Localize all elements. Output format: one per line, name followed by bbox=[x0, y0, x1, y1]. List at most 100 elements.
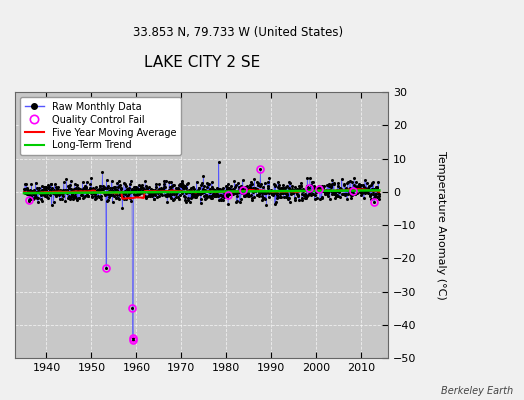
Point bbox=[316, 196, 324, 203]
Point bbox=[126, 178, 135, 184]
Point bbox=[361, 189, 369, 196]
Point bbox=[318, 193, 326, 200]
Point bbox=[26, 191, 34, 198]
Point bbox=[64, 194, 72, 201]
Point bbox=[23, 191, 31, 197]
Point bbox=[200, 193, 209, 199]
Point bbox=[76, 187, 84, 194]
Point bbox=[194, 189, 203, 196]
Point bbox=[171, 190, 180, 197]
Point bbox=[30, 187, 38, 193]
Point bbox=[219, 193, 227, 199]
Point bbox=[358, 190, 366, 196]
Point bbox=[247, 192, 256, 198]
Point bbox=[170, 196, 178, 203]
Point bbox=[276, 191, 284, 197]
Point bbox=[343, 196, 351, 202]
Point bbox=[57, 196, 66, 202]
Point bbox=[245, 184, 253, 191]
Point bbox=[248, 197, 256, 203]
Point bbox=[351, 190, 359, 197]
Point bbox=[258, 193, 266, 200]
Point bbox=[172, 194, 181, 200]
Point bbox=[115, 196, 124, 202]
Point bbox=[327, 183, 335, 189]
Point bbox=[251, 188, 259, 194]
Point bbox=[159, 188, 167, 194]
Point bbox=[241, 184, 249, 190]
Point bbox=[261, 196, 269, 202]
Point bbox=[151, 187, 159, 193]
Point bbox=[67, 194, 75, 200]
Point bbox=[132, 184, 140, 191]
Point bbox=[139, 190, 147, 196]
Point bbox=[320, 190, 329, 197]
Point bbox=[254, 191, 263, 197]
Point bbox=[209, 191, 217, 197]
Point bbox=[53, 191, 61, 198]
Point bbox=[187, 185, 195, 191]
Point bbox=[177, 182, 185, 189]
Point bbox=[248, 181, 257, 187]
Point bbox=[249, 188, 257, 195]
Point bbox=[146, 192, 154, 199]
Point bbox=[256, 165, 265, 172]
Point bbox=[40, 186, 48, 192]
Point bbox=[271, 182, 279, 189]
Point bbox=[157, 190, 165, 197]
Point bbox=[163, 191, 172, 197]
Point bbox=[31, 192, 39, 198]
Point bbox=[120, 196, 128, 202]
Point bbox=[225, 185, 233, 192]
Point bbox=[138, 182, 146, 188]
Point bbox=[147, 192, 156, 199]
Point bbox=[155, 186, 163, 192]
Point bbox=[213, 184, 222, 191]
Point bbox=[205, 186, 214, 192]
Point bbox=[275, 194, 283, 200]
Point bbox=[339, 190, 347, 197]
Point bbox=[65, 184, 73, 191]
Point bbox=[178, 190, 187, 196]
Point bbox=[95, 186, 104, 192]
Point bbox=[277, 189, 286, 196]
Point bbox=[368, 186, 376, 192]
Point bbox=[60, 188, 68, 194]
Point bbox=[288, 182, 297, 189]
Point bbox=[108, 188, 117, 194]
Point bbox=[88, 194, 96, 200]
Point bbox=[335, 188, 343, 194]
Point bbox=[134, 185, 142, 192]
Point bbox=[172, 189, 181, 195]
Point bbox=[156, 189, 164, 195]
Point bbox=[40, 184, 48, 190]
Point bbox=[161, 184, 169, 190]
Point bbox=[278, 186, 287, 192]
Point bbox=[307, 192, 315, 198]
Point bbox=[27, 181, 36, 188]
Point bbox=[51, 181, 59, 188]
Point bbox=[225, 189, 233, 196]
Point bbox=[130, 186, 138, 193]
Point bbox=[117, 186, 125, 192]
Point bbox=[85, 187, 93, 193]
Point bbox=[285, 194, 293, 201]
Point bbox=[314, 182, 323, 189]
Point bbox=[249, 187, 258, 193]
Point bbox=[307, 188, 315, 194]
Point bbox=[123, 187, 132, 194]
Point bbox=[260, 180, 269, 186]
Point bbox=[72, 184, 80, 191]
Point bbox=[266, 188, 274, 194]
Point bbox=[89, 186, 97, 192]
Point bbox=[45, 189, 53, 195]
Point bbox=[303, 186, 312, 192]
Point bbox=[205, 192, 213, 199]
Point bbox=[81, 192, 90, 199]
Point bbox=[43, 194, 52, 201]
Point bbox=[347, 195, 355, 201]
Point bbox=[365, 187, 373, 193]
Point bbox=[337, 176, 346, 182]
Point bbox=[220, 192, 228, 198]
Point bbox=[291, 184, 299, 191]
